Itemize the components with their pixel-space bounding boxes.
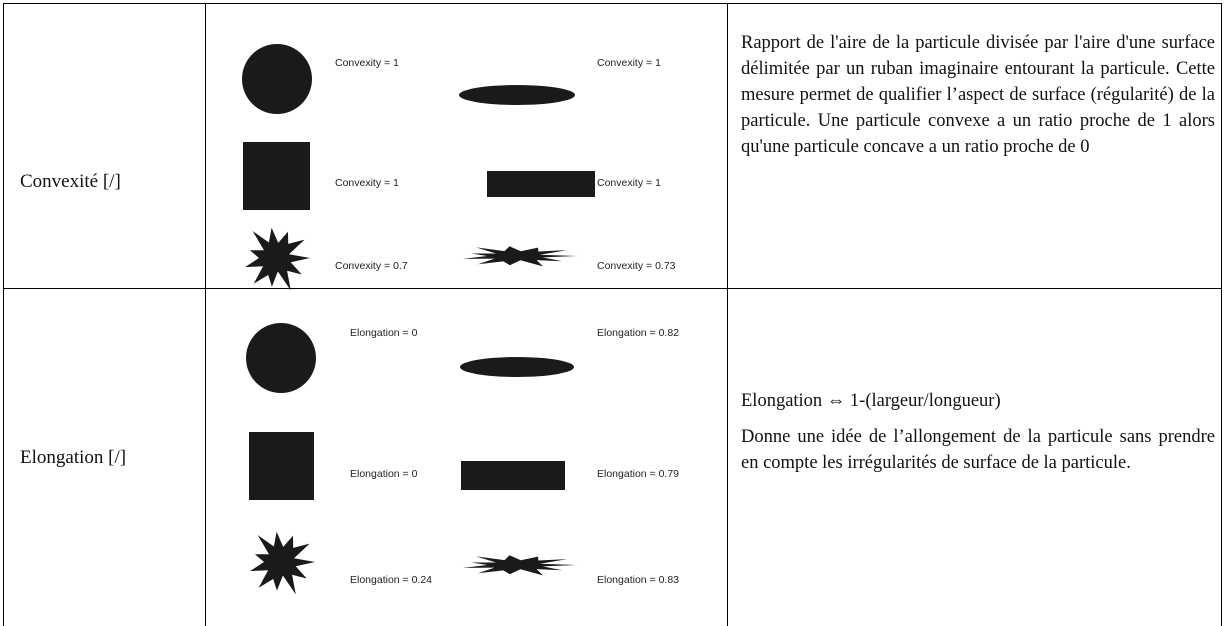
border — [3, 3, 1222, 4]
figure-label: Convexity = 1 — [597, 177, 661, 189]
border — [1221, 3, 1222, 626]
figure-label: Elongation = 0.79 — [597, 468, 680, 480]
figure-label: Elongation = 0 — [350, 468, 418, 480]
figure-label: Convexity = 1 — [597, 57, 661, 69]
figure-label: Elongation = 0.82 — [597, 327, 680, 339]
ellipse — [460, 357, 574, 377]
jagged-shape — [462, 555, 577, 576]
paragraph: Rapport de l'aire de la particule divisé… — [741, 33, 1215, 157]
figure-label: Convexity = 1 — [335, 57, 399, 69]
square — [249, 432, 314, 500]
border — [3, 288, 1222, 289]
star — [250, 531, 315, 595]
border — [727, 3, 728, 626]
description: Rapport de l'aire de la particule divisé… — [741, 30, 1215, 170]
jagged-shape — [462, 246, 577, 267]
figure-label: Convexity = 0.73 — [597, 260, 676, 272]
paragraph: Elongation ⇔ 1-(largeur/longueur) — [741, 391, 1001, 411]
circle — [242, 44, 312, 114]
star — [245, 227, 310, 291]
ellipse — [459, 85, 575, 105]
figure-label: Elongation = 0 — [350, 327, 418, 339]
paragraph: Donne une idée de l’allongement de la pa… — [741, 427, 1215, 473]
description: Elongation ⇔ 1-(largeur/longueur) Donne … — [741, 388, 1215, 486]
figure-label: Elongation = 0.83 — [597, 574, 680, 586]
square — [243, 142, 310, 210]
figure-label: Elongation = 0.24 — [350, 574, 433, 586]
property: Convexité [/] — [20, 171, 121, 192]
rectangle — [461, 461, 565, 490]
rectangle — [487, 171, 595, 197]
border — [205, 3, 206, 626]
property: Elongation [/] — [20, 447, 127, 468]
circle — [246, 323, 316, 393]
border — [3, 3, 4, 626]
figure-label: Convexity = 1 — [335, 177, 399, 189]
figure-label: Convexity = 0.7 — [335, 260, 408, 272]
